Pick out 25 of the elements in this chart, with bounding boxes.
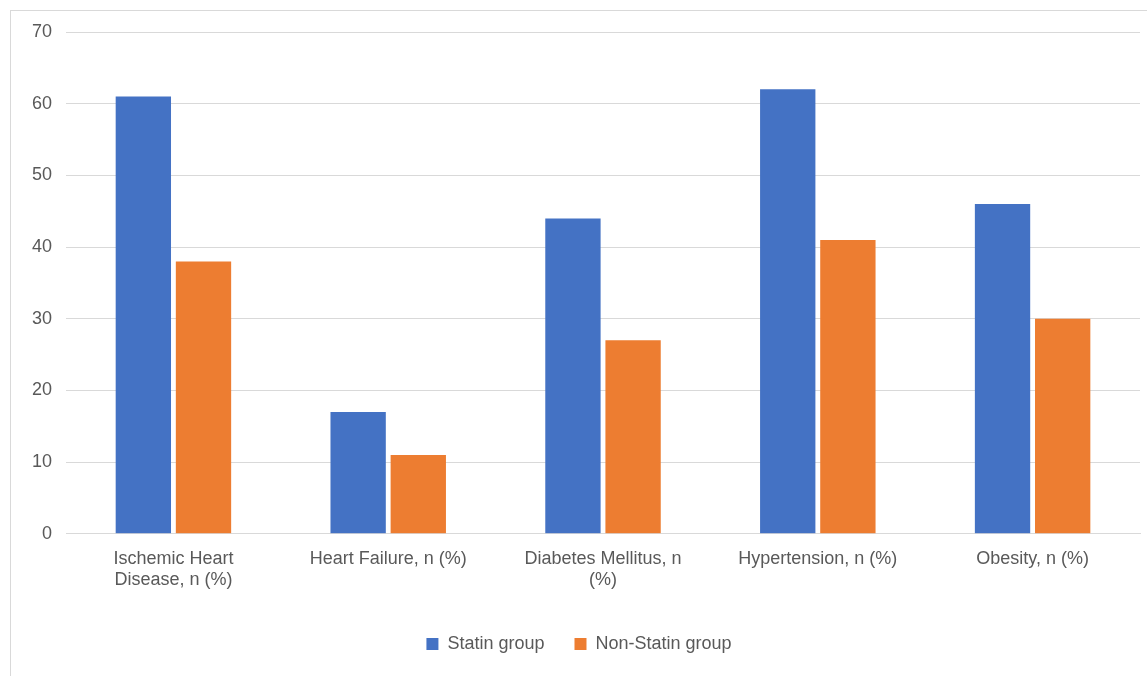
legend-label: Non-Statin group xyxy=(595,632,732,653)
bar xyxy=(820,239,876,534)
y-tick-label: 50 xyxy=(31,164,53,185)
y-tick-label: 30 xyxy=(31,307,53,328)
bar xyxy=(115,96,172,534)
bar xyxy=(545,218,601,534)
y-tick-label: 10 xyxy=(31,451,53,472)
x-tick-label: Diabetes Mellitus, n (%) xyxy=(524,547,682,590)
y-tick-label: 60 xyxy=(31,92,53,113)
x-tick-label: Ischemic Heart Disease, n (%) xyxy=(113,547,234,590)
bar xyxy=(330,411,386,534)
legend-label: Statin group xyxy=(447,632,545,653)
bar xyxy=(1035,318,1091,534)
bar xyxy=(974,204,1031,534)
x-tick-label: Obesity, n (%) xyxy=(976,547,1089,568)
y-tick-label: 40 xyxy=(31,236,53,257)
bar xyxy=(175,261,232,534)
y-tick-label: 70 xyxy=(31,20,53,41)
y-tick-label: 20 xyxy=(31,379,53,400)
bar xyxy=(605,340,661,534)
bar xyxy=(390,454,446,534)
x-tick-label: Hypertension, n (%) xyxy=(738,547,898,568)
x-tick-label: Heart Failure, n (%) xyxy=(309,547,467,568)
bar xyxy=(760,89,816,534)
y-tick-label: 0 xyxy=(42,522,53,543)
